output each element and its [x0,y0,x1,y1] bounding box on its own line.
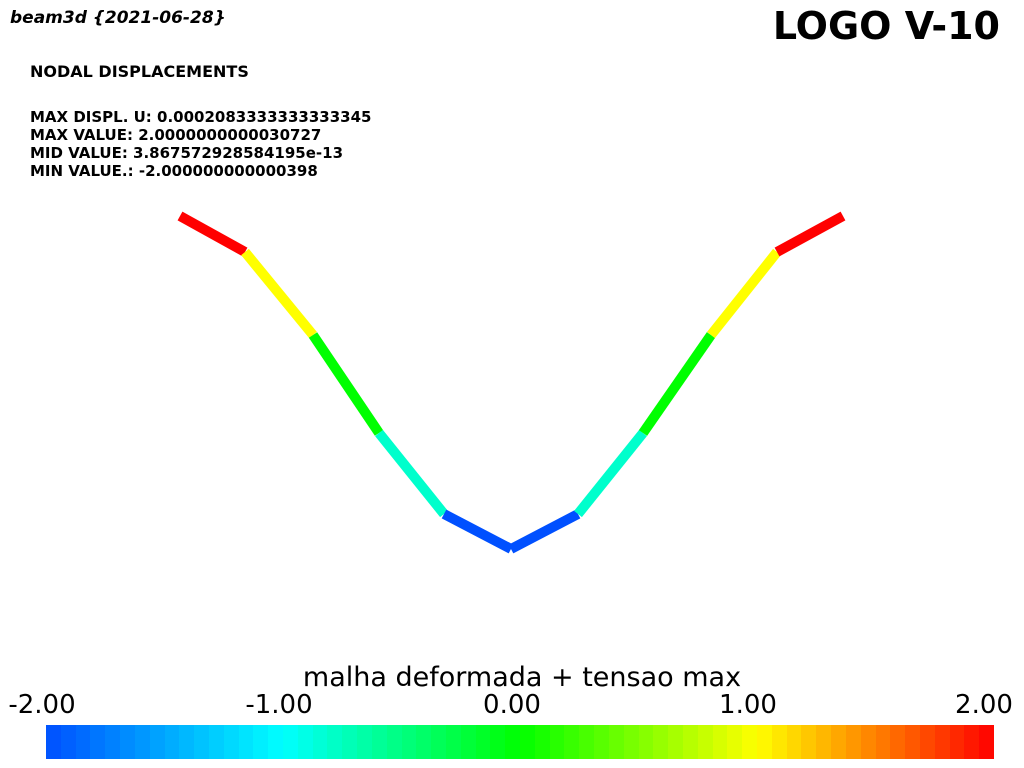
color-scale-step [179,725,195,759]
beam-element [638,332,716,436]
color-scale-step [757,725,772,759]
color-scale-step [682,725,698,759]
app-title: beam3d {2021-06-28} [10,8,226,28]
legend-tick-zero: 0.00 [483,690,541,720]
color-scale-step [712,725,728,759]
logo: LOGO V-10 [772,4,1000,48]
color-scale-step [608,725,624,759]
color-scale-step [638,725,654,759]
color-scale-step [75,725,91,759]
color-scale-step [283,725,298,759]
color-scale-step [357,725,372,759]
color-scale-step [549,725,565,759]
beam-element [774,211,846,257]
color-scale-step [534,725,550,759]
color-scale-step [653,725,669,759]
color-scale-step [120,725,135,759]
color-scale-step [697,725,713,759]
beam-element [241,248,317,339]
color-scale-step [579,725,595,759]
color-scale-step [490,725,506,759]
color-scale-step [845,725,861,759]
color-scale-step [771,725,787,759]
beam-element [707,248,781,339]
color-scale-step [801,725,817,759]
color-scale-step [164,725,180,759]
max-displacement-text: MAX DISPL. U: 0.0002083333333333345 [30,108,372,126]
beam-element [441,509,514,554]
color-scale-step [297,725,313,759]
color-scale-step [875,725,891,759]
legend-title: malha deformada + tensao max [302,662,742,693]
color-scale-step [949,725,965,759]
color-scale-step [786,725,802,759]
color-scale-step [564,725,580,759]
color-scale-step [342,725,358,759]
color-scale-step [594,725,609,759]
color-scale-step [401,725,417,759]
color-scale-step [312,725,328,759]
legend-tick-pos1: 1.00 [719,690,777,720]
color-scale-step [431,725,446,759]
beam-element [574,429,647,518]
color-scale-step [253,725,269,759]
max-value-text: MAX VALUE: 2.0000000000030727 [30,126,322,144]
color-scale-step [742,725,757,759]
color-scale-step [238,725,254,759]
color-scale-step [371,725,387,759]
legend-tick-min: -2.00 [8,690,76,720]
color-scale-step [890,725,906,759]
color-scale-step [520,725,535,759]
color-scale-step [934,725,950,759]
color-scale-step [727,725,743,759]
result-heading: NODAL DISPLACEMENTS [30,62,249,81]
color-scale-step [964,725,980,759]
color-scale-step [268,725,283,759]
color-scale-step [416,725,432,759]
color-scale-step [223,725,239,759]
color-scale-step [208,725,224,759]
color-scale-step [860,725,876,759]
color-scale-step [46,725,61,759]
color-scale-step [105,725,121,759]
legend-tick-neg1: -1.00 [245,690,313,720]
color-scale-step [194,725,209,759]
beam-element [375,429,448,518]
beam-element [308,332,384,436]
color-scale-step [668,725,683,759]
legend-tick-max: 2.00 [955,690,1013,720]
color-scale-step [90,725,106,759]
color-scale-step [60,725,76,759]
color-scale-bar [46,725,994,759]
color-scale-step [816,725,832,759]
beam-element [508,509,581,554]
color-scale-step [327,725,343,759]
color-scale-step [623,725,639,759]
result-info: MAX DISPL. U: 0.0002083333333333345 MAX … [30,108,371,180]
color-scale-step [979,725,994,759]
color-scale-step [460,725,476,759]
color-scale-step [505,725,520,759]
mid-value-text: MID VALUE: 3.867572928584195e-13 [30,144,344,162]
beam-element [177,211,248,257]
color-scale-step [445,725,461,759]
min-value-text: MIN VALUE.: -2.000000000000398 [30,162,318,180]
color-scale-step [475,725,491,759]
color-scale-step [386,725,402,759]
color-scale-step [149,725,165,759]
color-scale-step [905,725,920,759]
color-scale-step [831,725,846,759]
color-scale-step [919,725,935,759]
color-scale-step [134,725,150,759]
